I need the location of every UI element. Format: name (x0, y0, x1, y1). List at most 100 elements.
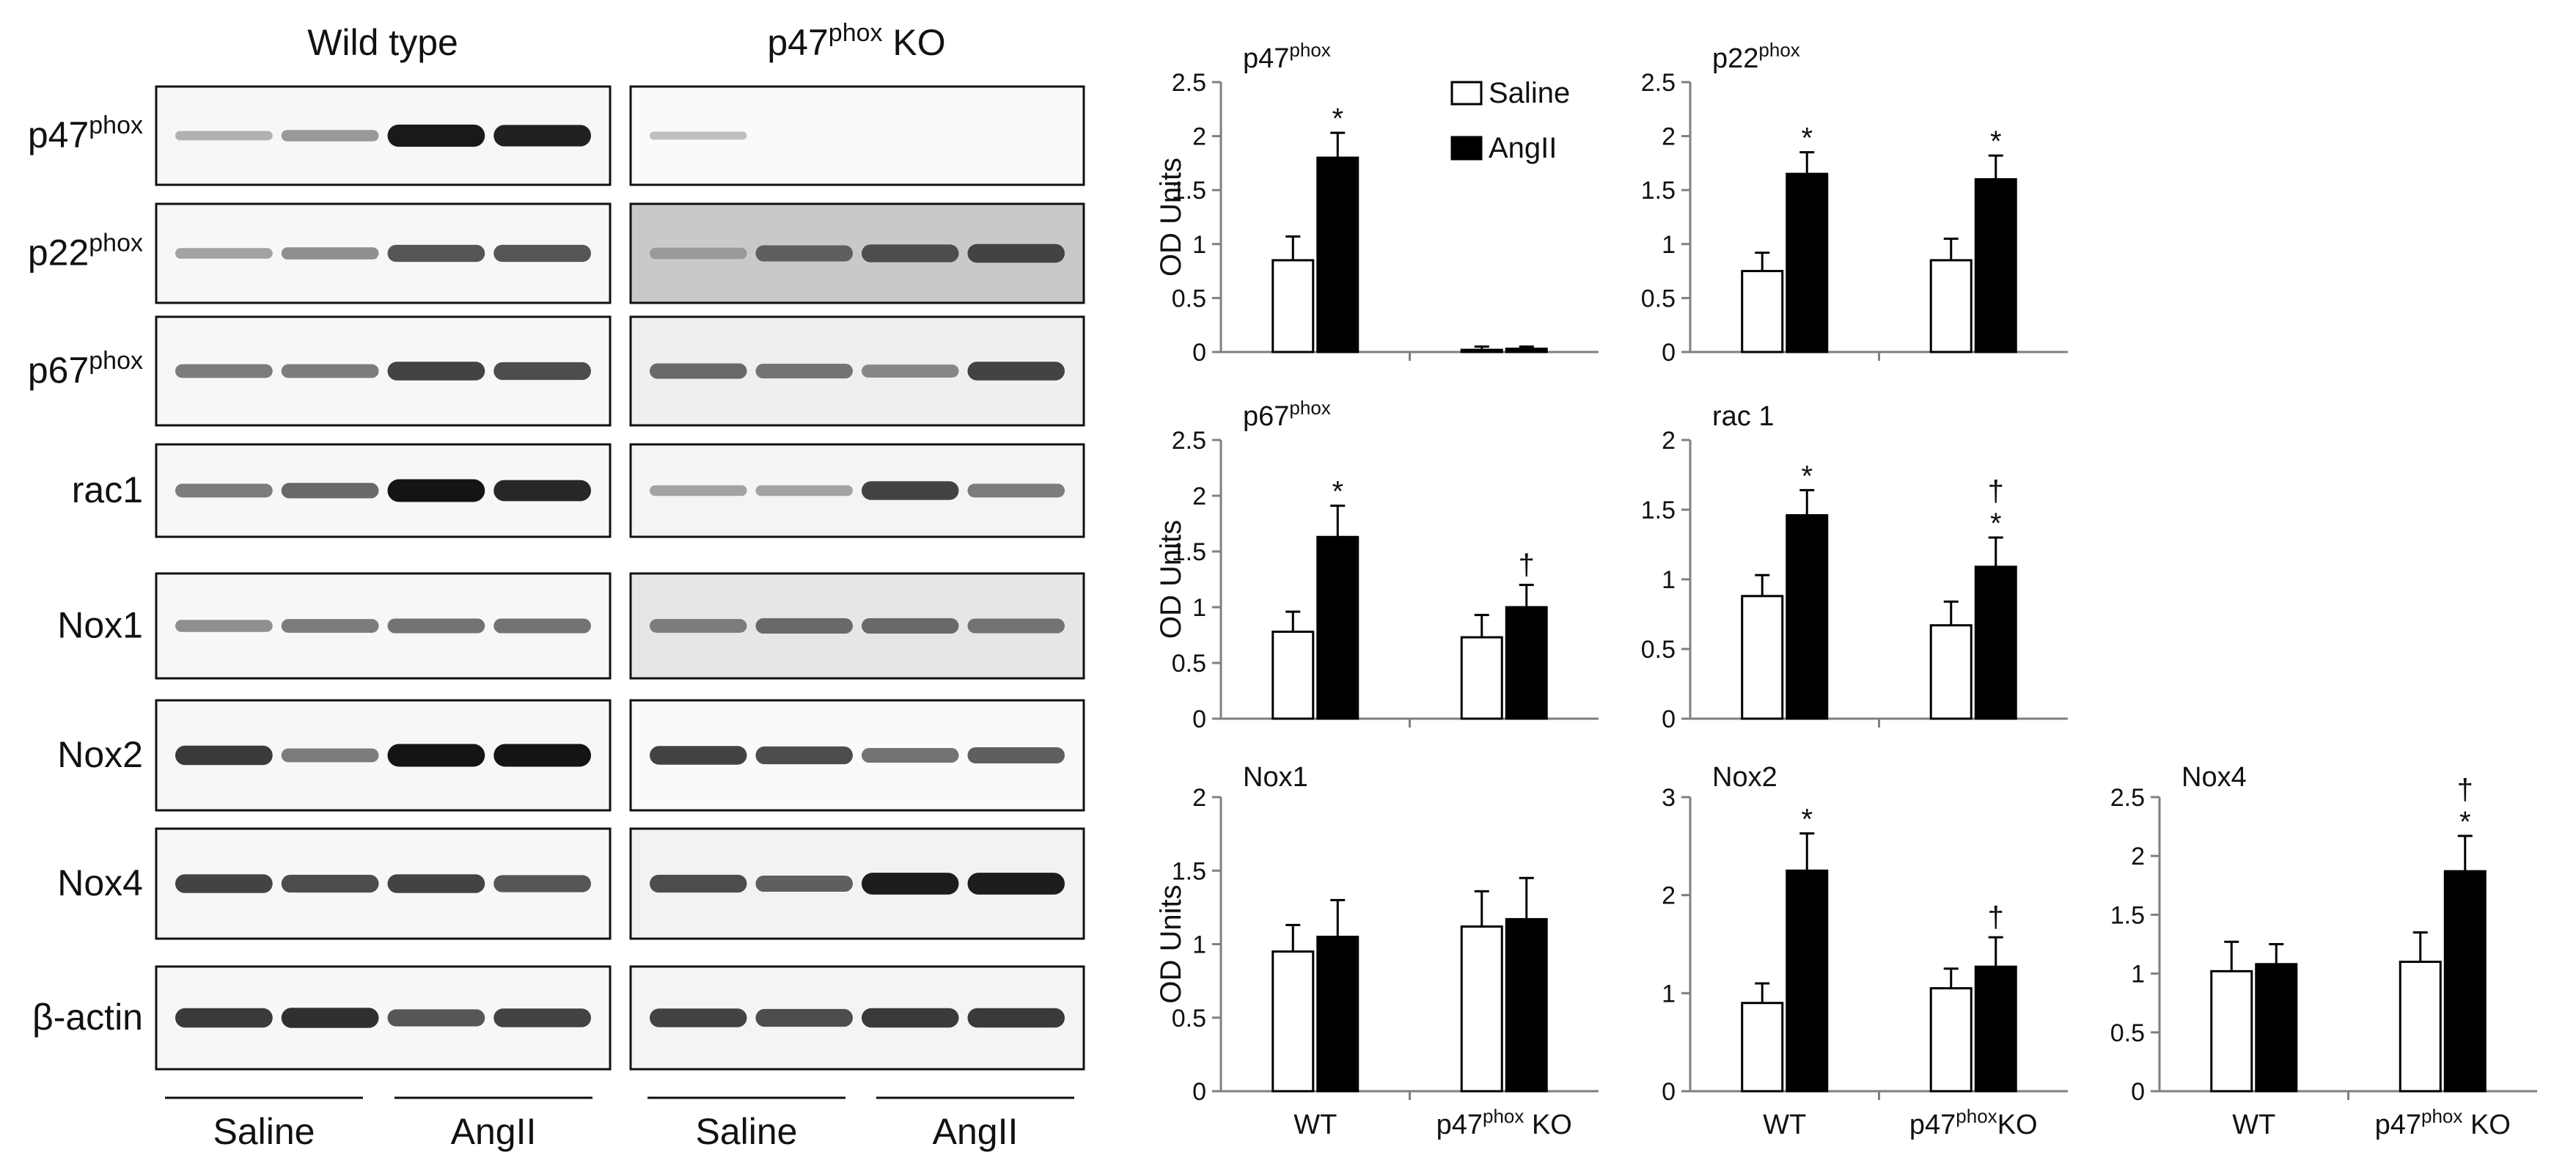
y-tick-label: 1.5 (2110, 901, 2145, 929)
legend-swatch-angii (1450, 136, 1483, 161)
significance-mark: * (1801, 803, 1813, 835)
bar-angii (1786, 514, 1829, 720)
condition-label-3: AngII (933, 1111, 1019, 1152)
blot-label-2: p67phox (28, 347, 143, 391)
blot-band (862, 873, 959, 895)
blot-band (755, 1008, 853, 1027)
knockout-title: p47phox KO (767, 19, 945, 63)
y-tick-label: 1.5 (1641, 496, 1676, 524)
y-tick-label: 2.5 (2110, 784, 2145, 812)
blot-band (387, 479, 485, 502)
y-tick-label: 1 (1192, 931, 1206, 959)
blot-band (650, 247, 747, 260)
condition-label-2: Saline (696, 1111, 798, 1152)
x-label-text: p47 (1909, 1110, 1956, 1140)
blot-band (175, 874, 273, 893)
western-blot-panel: Wild type p47phox KOp47phoxp22phoxp67phox… (28, 19, 1085, 1152)
significance-mark: * (2459, 806, 2471, 838)
x-label-text: WT (2232, 1110, 2275, 1140)
significance-mark: * (1801, 460, 1813, 492)
bar-saline (1460, 636, 1503, 720)
blot-band (281, 874, 379, 893)
blot-band (387, 124, 485, 147)
blot-label-5: Nox2 (57, 734, 143, 775)
x-label-suffix: KO (2462, 1110, 2510, 1140)
blot-label-text: rac1 (72, 469, 143, 510)
significance-mark: † (1988, 475, 2004, 507)
x-category-label: WT (1293, 1110, 1337, 1140)
bar-saline (1272, 950, 1315, 1093)
blot-label-1: p22phox (28, 230, 143, 274)
y-tick-label: 0.5 (1172, 650, 1206, 678)
blot-label-text: Nox4 (57, 862, 143, 903)
chart-title-text: p67 (1243, 401, 1289, 432)
blot-band (281, 748, 379, 763)
blot-band (967, 747, 1065, 764)
chart-5: 0 1 2 3 Nox2 * WT † p47phoxKO (1662, 762, 2068, 1140)
bar-angii (1505, 348, 1548, 353)
y-tick-label: 2.5 (1172, 69, 1206, 97)
blot-band (493, 875, 591, 892)
blot-label-text: Nox2 (57, 734, 143, 775)
blot-label-text: Nox1 (57, 605, 143, 646)
y-tick-label: 0.5 (1641, 285, 1676, 312)
x-category-label: p47phox KO (2375, 1105, 2511, 1140)
blot-band (281, 130, 379, 142)
x-label-suffix: KO (1524, 1110, 1571, 1140)
blot-band (650, 619, 747, 633)
blot-label-sup: phox (89, 111, 143, 139)
y-axis-label: OD Units (1155, 884, 1187, 1003)
blot-band (281, 619, 379, 633)
blot-label-text: p22 (28, 232, 89, 274)
chart-title: Nox2 (1712, 762, 1777, 793)
blot-band (650, 131, 747, 140)
bar-angii (1786, 172, 1829, 353)
y-tick-label: 0 (1662, 339, 1676, 367)
blot-band (862, 244, 959, 263)
y-tick-label: 2 (2131, 843, 2145, 870)
bar-angii (2255, 963, 2298, 1093)
blot-label-text: β-actin (32, 997, 143, 1038)
y-tick-label: 2.5 (1641, 69, 1676, 97)
y-tick-label: 0.5 (1172, 1005, 1206, 1033)
blot-band (175, 248, 273, 259)
bar-angii (1974, 965, 2017, 1093)
condition-label-0: Saline (213, 1111, 315, 1152)
chart-1: 0 0.5 1 1.5 2 2.5 p22phox * * (1641, 39, 2068, 367)
blot-band (967, 243, 1065, 263)
blot-band (755, 875, 853, 892)
blot-band (175, 745, 273, 766)
blot-band (967, 1008, 1065, 1028)
y-tick-label: 1.5 (1172, 538, 1206, 566)
blot-band (967, 873, 1065, 895)
significance-mark: * (1332, 476, 1343, 508)
bar-angii (1786, 869, 1829, 1093)
y-tick-label: 0 (2131, 1078, 2145, 1106)
blot-band (175, 620, 273, 632)
blot-band (862, 1008, 959, 1028)
bar-angii (1974, 177, 2017, 353)
blot-band (493, 480, 591, 502)
blot-label-sup: phox (89, 347, 143, 375)
y-tick-label: 0.5 (1172, 285, 1206, 312)
blot-label-text: p47 (28, 114, 89, 155)
y-tick-label: 0 (1662, 705, 1676, 733)
chart-title-sup: phox (1758, 39, 1799, 61)
y-tick-label: 2 (1662, 427, 1676, 455)
x-label-suffix: KO (1997, 1110, 2038, 1140)
chart-title-text: p22 (1712, 43, 1758, 74)
y-tick-label: 2.5 (1172, 427, 1206, 455)
blot-band (650, 363, 747, 379)
significance-mark: * (1332, 103, 1343, 135)
blot-band (281, 483, 379, 499)
bar-angii (1974, 565, 2017, 720)
significance-mark: † (1988, 901, 2004, 934)
significance-mark: * (1801, 122, 1813, 155)
bar-saline (1929, 987, 1973, 1093)
blot-band (755, 364, 853, 378)
y-tick-label: 0 (1192, 339, 1206, 367)
y-tick-label: 1.5 (1172, 857, 1206, 885)
y-tick-label: 1 (1662, 566, 1676, 594)
chart-title-sup: phox (1289, 397, 1330, 419)
